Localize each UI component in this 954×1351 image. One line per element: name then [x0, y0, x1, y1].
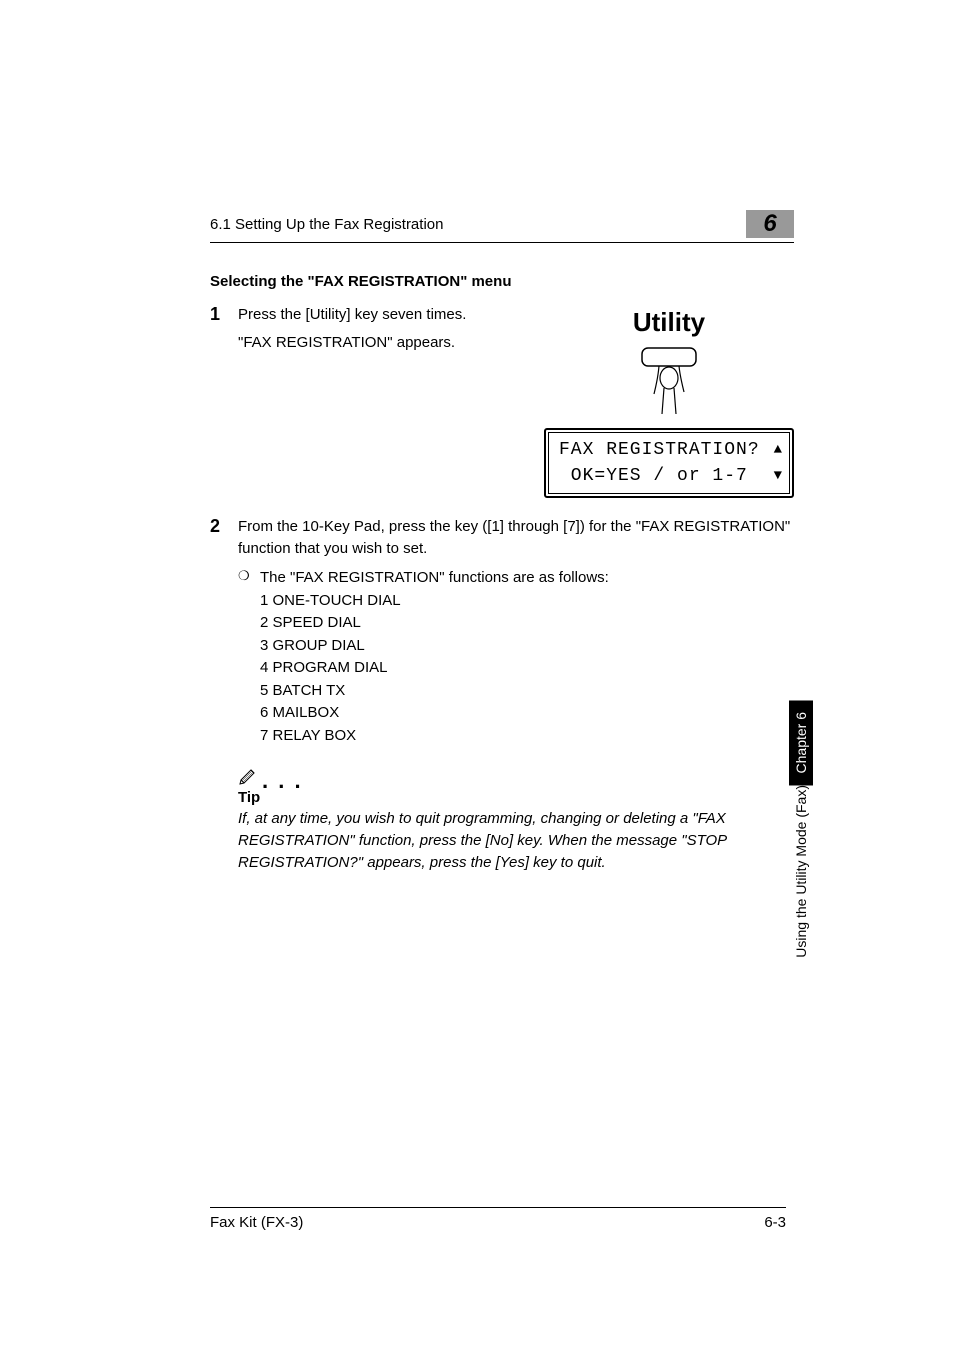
side-tab-chapter: Chapter 6 — [789, 700, 813, 785]
lcd-arrow-down-icon: ▼ — [774, 466, 783, 486]
chapter-number: 6 — [763, 210, 776, 238]
step-1-line-1: Press the [Utility] key seven times. — [238, 304, 468, 326]
sublist-item-2: 2 SPEED DIAL — [260, 612, 609, 635]
tip-block: . . . Tip If, at any time, you wish to q… — [238, 765, 794, 873]
lcd-display: FAX REGISTRATION? ▲ OK=YES / or 1-7 ▼ — [544, 428, 794, 498]
sublist-item-3: 3 GROUP DIAL — [260, 635, 609, 658]
step-1: 1 Press the [Utility] key seven times. "… — [210, 304, 794, 498]
step-1-number: 1 — [210, 304, 238, 498]
sublist-item-1: 1 ONE-TOUCH DIAL — [260, 590, 609, 613]
chapter-box: 6 — [746, 210, 794, 238]
header-rule — [210, 242, 794, 243]
tip-dots: . . . — [262, 775, 303, 787]
bullet-icon: ❍ — [238, 567, 260, 747]
page: 6.1 Setting Up the Fax Registration 6 Se… — [0, 0, 954, 1351]
sublist-item-4: 4 PROGRAM DIAL — [260, 657, 609, 680]
utility-key-icon — [634, 346, 704, 418]
footer-left: Fax Kit (FX-3) — [210, 1214, 303, 1231]
tip-text: If, at any time, you wish to quit progra… — [238, 808, 794, 873]
side-tab: Chapter 6 Using the Utility Mode (Fax) — [788, 700, 814, 972]
step-2: 2 From the 10-Key Pad, press the key ([1… — [210, 516, 794, 748]
sublist-intro: The "FAX REGISTRATION" functions are as … — [260, 567, 609, 590]
sublist-item-5: 5 BATCH TX — [260, 680, 609, 703]
header-row: 6.1 Setting Up the Fax Registration 6 — [210, 210, 794, 238]
section-header: 6.1 Setting Up the Fax Registration — [210, 216, 443, 233]
side-tab-title: Using the Utility Mode (Fax) — [789, 785, 813, 972]
lcd-line-2: OK=YES / or 1-7 — [559, 463, 748, 489]
sublist-item-6: 6 MAILBOX — [260, 702, 609, 725]
tip-label: Tip — [238, 789, 794, 806]
step-2-number: 2 — [210, 516, 238, 748]
step-2-sublist: ❍ The "FAX REGISTRATION" functions are a… — [238, 567, 794, 747]
step-1-text: Press the [Utility] key seven times. "FA… — [238, 304, 468, 498]
footer-right: 6-3 — [764, 1214, 786, 1231]
footer-rule — [210, 1207, 786, 1208]
utility-diagram: Utility FAX REGISTRATION? ▲ — [544, 304, 794, 498]
sublist-item-7: 7 RELAY BOX — [260, 725, 609, 748]
pencil-icon — [238, 765, 260, 787]
step-2-text: From the 10-Key Pad, press the key ([1] … — [238, 516, 794, 560]
lcd-line-1: FAX REGISTRATION? — [559, 437, 760, 463]
utility-label: Utility — [544, 304, 794, 342]
footer: Fax Kit (FX-3) 6-3 — [210, 1207, 786, 1231]
step-1-line-2: "FAX REGISTRATION" appears. — [238, 332, 468, 354]
lcd-arrow-up-icon: ▲ — [774, 440, 783, 460]
subheading: Selecting the "FAX REGISTRATION" menu — [210, 273, 794, 290]
